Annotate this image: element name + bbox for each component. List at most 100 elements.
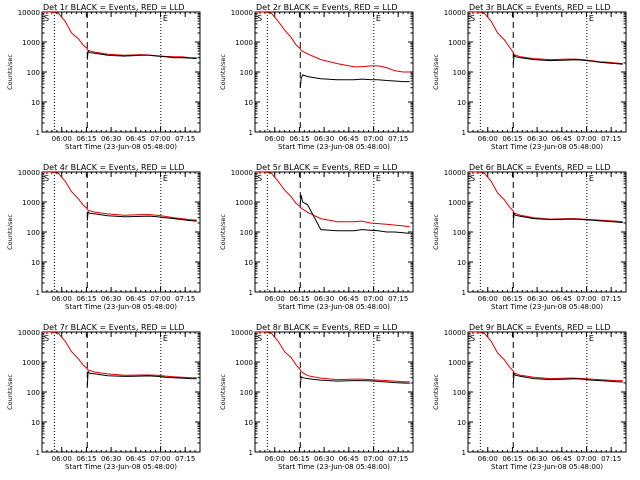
start-marker: S [257,14,262,23]
detector-panel-9: Det 9r BLACK = Events, RED = LLD 1 10 100 10… [432,323,627,471]
y-axis-label: Counts/sec [432,374,440,410]
lld-series-line [468,12,623,65]
start-marker: S [470,174,475,183]
y-tick-label: 1 [36,449,40,457]
x-tick-label: 06:30 [314,295,334,303]
start-marker: S [44,14,49,23]
y-tick-label: 1 [249,449,253,457]
x-tick-label: 06:45 [552,135,572,143]
x-tick-label: 06:00 [478,455,498,463]
x-tick-label: 06:15 [76,135,96,143]
x-tick-label: 07:00 [363,135,383,143]
x-tick-label: 06:30 [101,295,121,303]
panel-title: Det 8r BLACK = Events, RED = LLD [256,323,398,332]
lld-series-line [468,172,623,223]
y-tick-label: 10 [31,99,40,107]
x-tick-label: 07:15 [601,295,621,303]
x-tick-label: 07:00 [576,135,596,143]
lld-series-line [255,12,410,73]
y-axis-label: Counts/sec [432,54,440,90]
events-series-line [86,211,197,222]
x-tick-label: 07:15 [175,135,195,143]
x-tick-label: 06:45 [126,455,146,463]
plot-frame [467,11,627,133]
x-tick-label: 06:30 [527,295,547,303]
y-axis-label: Counts/sec [432,214,440,250]
y-tick-label: 1000 [22,39,40,47]
y-tick-label: 1000 [235,199,253,207]
lld-series-line [468,332,623,382]
y-tick-label: 1000 [22,359,40,367]
panel-title: Det 2r BLACK = Events, RED = LLD [256,3,398,12]
y-tick-label: 100 [240,389,253,397]
y-axis-label: Counts/sec [219,54,227,90]
events-series-line [86,49,197,60]
y-tick-label: 10 [244,99,253,107]
x-tick-label: 06:00 [478,295,498,303]
y-tick-label: 100 [27,229,40,237]
detector-panel-4: Det 4r BLACK = Events, RED = LLD 1 10 100 10… [6,163,201,311]
detector-panel-6: Det 6r BLACK = Events, RED = LLD 1 10 100 10… [432,163,627,311]
y-axis-label: Counts/sec [219,374,227,410]
y-tick-label: 1 [249,129,253,137]
end-marker: E [163,174,168,183]
x-tick-label: 06:30 [101,135,121,143]
plot-frame [467,331,627,453]
y-tick-label: 1 [36,289,40,297]
panel-title: Det 9r BLACK = Events, RED = LLD [469,323,611,332]
y-axis-label: Counts/sec [6,214,14,250]
panel-title: Det 6r BLACK = Events, RED = LLD [469,163,611,172]
x-tick-label: 07:00 [363,455,383,463]
x-tick-label: 06:45 [552,455,572,463]
x-axis-label: Start Time (23-Jun-08 05:48:00) [65,463,177,471]
x-tick-label: 07:15 [601,455,621,463]
events-series-line [512,212,623,224]
x-tick-label: 06:15 [289,295,309,303]
x-tick-label: 06:45 [126,295,146,303]
y-tick-label: 1000 [448,199,466,207]
y-tick-label: 1 [249,289,253,297]
panel-title: Det 4r BLACK = Events, RED = LLD [43,163,185,172]
x-tick-label: 06:00 [52,455,72,463]
events-series-line [299,194,410,234]
x-axis-label: Start Time (23-Jun-08 05:48:00) [278,303,390,311]
detector-panel-7: Det 7r BLACK = Events, RED = LLD 1 10 100 10… [6,323,201,471]
y-tick-label: 1000 [448,359,466,367]
y-tick-label: 10000 [18,329,40,337]
x-tick-label: 06:00 [478,135,498,143]
panel-title: Det 7r BLACK = Events, RED = LLD [43,323,185,332]
end-marker: E [163,14,168,23]
y-tick-label: 10 [244,419,253,427]
y-axis-label: Counts/sec [219,214,227,250]
start-marker: S [257,174,262,183]
x-tick-label: 06:00 [265,295,285,303]
y-tick-label: 10000 [231,169,253,177]
x-axis-label: Start Time (23-Jun-08 05:48:00) [278,143,390,151]
x-tick-label: 06:15 [76,455,96,463]
start-marker: S [470,14,475,23]
y-tick-label: 1 [36,129,40,137]
lld-series-line [42,332,197,379]
y-tick-label: 10 [31,259,40,267]
x-tick-label: 07:15 [388,135,408,143]
x-tick-label: 07:00 [363,295,383,303]
end-marker: E [376,174,381,183]
x-tick-label: 06:15 [289,135,309,143]
detector-panel-8: Det 8r BLACK = Events, RED = LLD 1 10 100 10… [219,323,414,471]
x-tick-label: 07:15 [388,455,408,463]
lld-series-line [42,172,197,221]
x-tick-label: 06:00 [52,295,72,303]
events-series-line [86,370,197,386]
x-tick-label: 06:45 [552,295,572,303]
lld-series-line [42,12,197,59]
end-marker: E [589,14,594,23]
plot-frame [41,331,201,453]
panel-title: Det 3r BLACK = Events, RED = LLD [469,3,611,12]
x-tick-label: 06:15 [502,295,522,303]
x-axis-label: Start Time (23-Jun-08 05:48:00) [491,303,603,311]
y-tick-label: 100 [453,229,466,237]
plot-frame [41,11,201,133]
lld-series-line [255,332,410,383]
x-axis-label: Start Time (23-Jun-08 05:48:00) [491,143,603,151]
detector-panel-1: Det 1r BLACK = Events, RED = LLD 1 10 100 10… [6,3,201,151]
